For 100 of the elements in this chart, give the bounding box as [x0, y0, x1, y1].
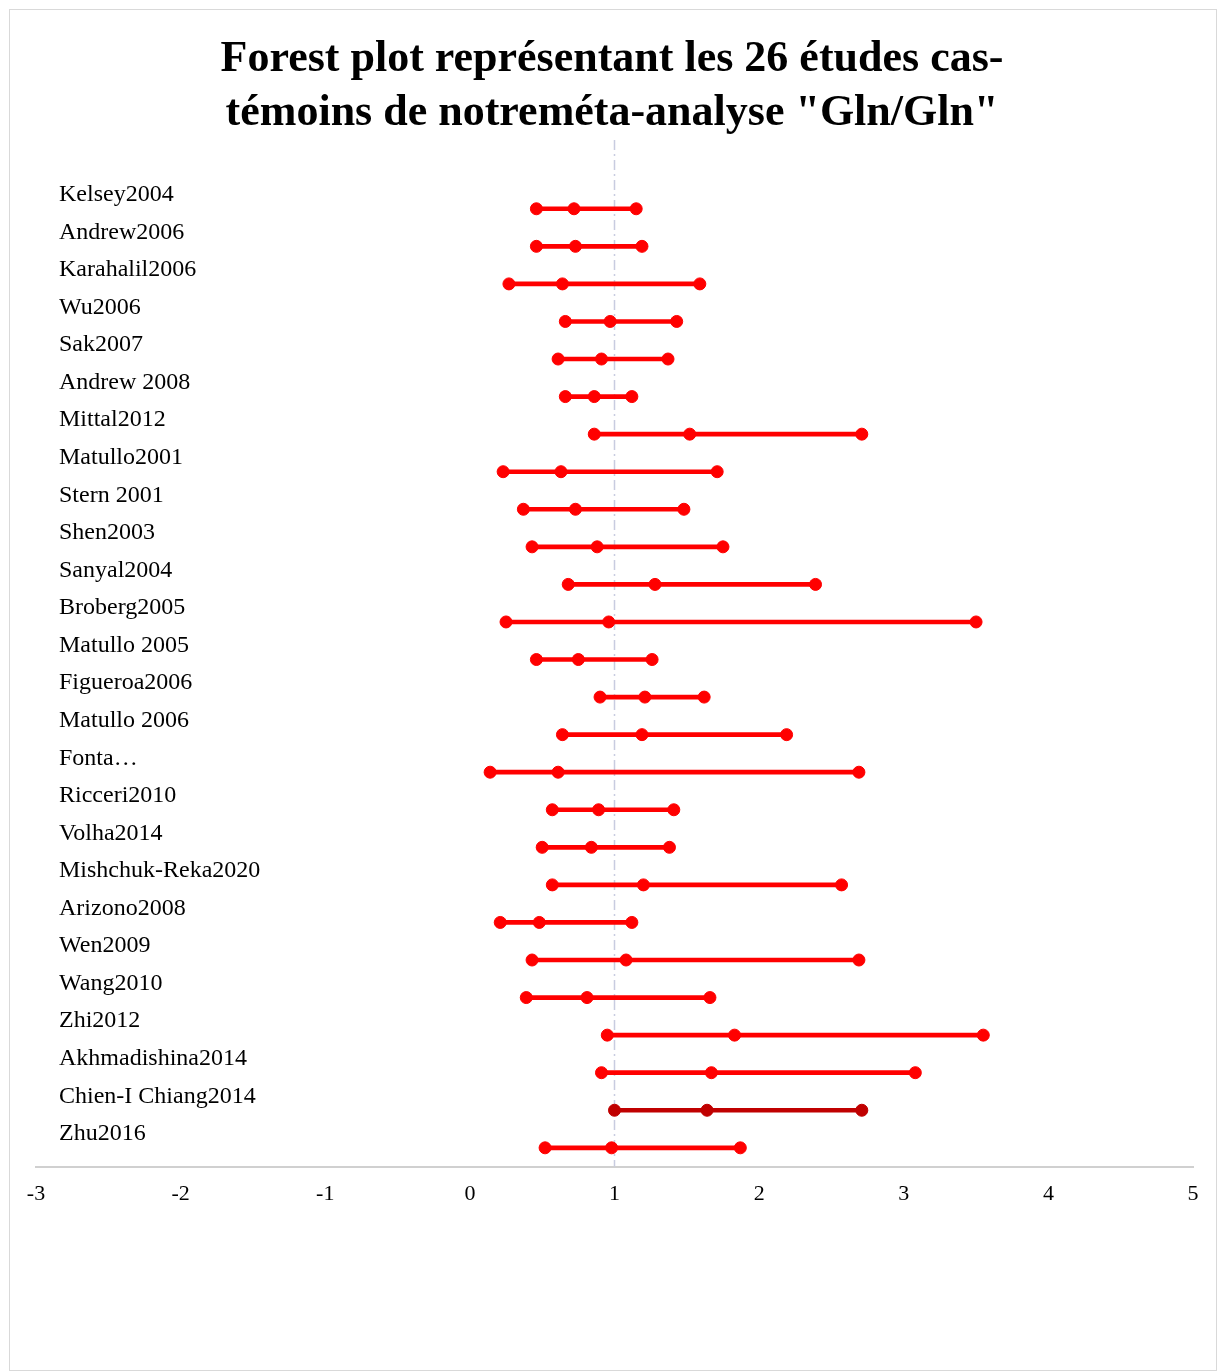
- point: [605, 1141, 619, 1155]
- point: [516, 502, 530, 516]
- x-tick-label: -1: [316, 1179, 335, 1205]
- point: [908, 1066, 922, 1080]
- point: [594, 1066, 608, 1080]
- point: [568, 502, 582, 516]
- point: [587, 390, 601, 404]
- point: [499, 615, 513, 629]
- point: [728, 1028, 742, 1042]
- y-tick-label: Matullo2001: [59, 443, 183, 470]
- point: [645, 653, 659, 667]
- point: [638, 690, 652, 704]
- point: [635, 728, 649, 742]
- y-tick-label: Fonta…: [59, 743, 138, 770]
- point: [716, 540, 730, 554]
- point: [593, 690, 607, 704]
- point: [969, 615, 983, 629]
- y-tick-label: Sanyal2004: [59, 555, 173, 582]
- point: [662, 840, 676, 854]
- y-tick-label: Shen2003: [59, 518, 155, 545]
- x-tick-label: 2: [753, 1179, 765, 1205]
- y-tick-label: Andrew2006: [59, 217, 185, 244]
- point: [532, 915, 546, 929]
- y-tick-label: Zhu2016: [59, 1119, 146, 1146]
- point: [555, 277, 569, 291]
- y-tick-label: Andrew 2008: [59, 367, 191, 394]
- point: [580, 991, 594, 1005]
- point: [551, 352, 565, 366]
- point: [670, 314, 684, 328]
- y-tick-label: Chien-I Chiang2014: [59, 1081, 256, 1108]
- point: [554, 465, 568, 479]
- y-tick-label: Wen2009: [59, 931, 151, 958]
- x-tick-label: -2: [171, 1179, 190, 1205]
- y-tick-label: Mittal2012: [59, 405, 166, 432]
- point: [594, 352, 608, 366]
- y-tick-label: Mishchuk-Reka2020: [59, 856, 261, 883]
- point: [629, 202, 643, 216]
- point: [568, 239, 582, 253]
- point: [635, 239, 649, 253]
- point: [551, 765, 565, 779]
- chart-title: Forest plot représentant les 26 études cas-témoins de notreméta-analyse "Gln/Gln": [219, 31, 1005, 137]
- y-tick-label: Stern 2001: [59, 480, 164, 507]
- point: [590, 540, 604, 554]
- point: [703, 991, 717, 1005]
- point: [529, 239, 543, 253]
- x-tick-label: 5: [1187, 1179, 1199, 1205]
- point: [683, 427, 697, 441]
- point: [733, 1141, 747, 1155]
- point: [571, 653, 585, 667]
- y-tick-label: Wang2010: [59, 968, 163, 995]
- y-tick-label: Wu2006: [59, 292, 141, 319]
- x-tick-label: -3: [26, 1179, 46, 1205]
- x-tick-label: 1: [609, 1179, 620, 1205]
- y-tick-label: Volha2014: [59, 818, 163, 845]
- point: [704, 1066, 718, 1080]
- y-tick-label: Akhmadishina2014: [59, 1043, 247, 1070]
- y-tick-label: Ricceri2010: [59, 781, 177, 808]
- point: [809, 577, 823, 591]
- point: [608, 1103, 621, 1117]
- point: [600, 1028, 614, 1042]
- point: [855, 427, 869, 441]
- point: [519, 991, 533, 1005]
- point: [567, 202, 581, 216]
- y-tick-label: Arizono2008: [59, 893, 186, 920]
- point: [619, 953, 633, 967]
- point: [661, 352, 675, 366]
- point: [538, 1141, 552, 1155]
- point: [587, 427, 601, 441]
- point: [835, 878, 849, 892]
- point: [558, 314, 572, 328]
- point: [555, 728, 569, 742]
- point: [558, 390, 572, 404]
- point: [700, 1103, 714, 1117]
- y-tick-label: Matullo 2005: [59, 630, 189, 657]
- point: [535, 840, 549, 854]
- point: [584, 840, 598, 854]
- point: [525, 540, 539, 554]
- point: [483, 765, 497, 779]
- point: [603, 314, 617, 328]
- y-tick-label: Kelsey2004: [59, 180, 174, 207]
- point: [496, 465, 510, 479]
- x-tick-label: 0: [464, 1179, 476, 1205]
- point: [525, 953, 539, 967]
- point: [529, 653, 543, 667]
- y-tick-label: Figueroa2006: [59, 668, 193, 695]
- point: [636, 878, 650, 892]
- point: [545, 803, 559, 817]
- point: [697, 690, 711, 704]
- point: [545, 878, 559, 892]
- point: [625, 390, 639, 404]
- y-tick-label: Zhi2012: [59, 1006, 141, 1033]
- point: [493, 915, 507, 929]
- y-tick-label: Matullo 2006: [59, 705, 189, 732]
- point: [529, 202, 543, 216]
- x-tick-label: 3: [898, 1179, 910, 1205]
- point: [780, 728, 794, 742]
- point: [602, 615, 616, 629]
- point: [677, 502, 691, 516]
- point: [852, 953, 866, 967]
- point: [855, 1103, 869, 1117]
